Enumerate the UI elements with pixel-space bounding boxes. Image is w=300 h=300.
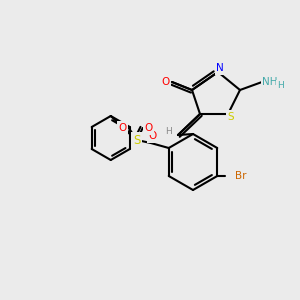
Text: O: O xyxy=(118,123,127,133)
Text: NH: NH xyxy=(262,77,278,87)
Text: O: O xyxy=(145,123,153,133)
Text: H: H xyxy=(165,127,171,136)
Text: N: N xyxy=(216,63,224,73)
Text: Br: Br xyxy=(236,171,247,181)
Text: O: O xyxy=(161,77,169,87)
Text: O: O xyxy=(148,131,157,141)
Text: H: H xyxy=(278,82,284,91)
Text: S: S xyxy=(228,112,234,122)
Text: S: S xyxy=(133,134,140,146)
